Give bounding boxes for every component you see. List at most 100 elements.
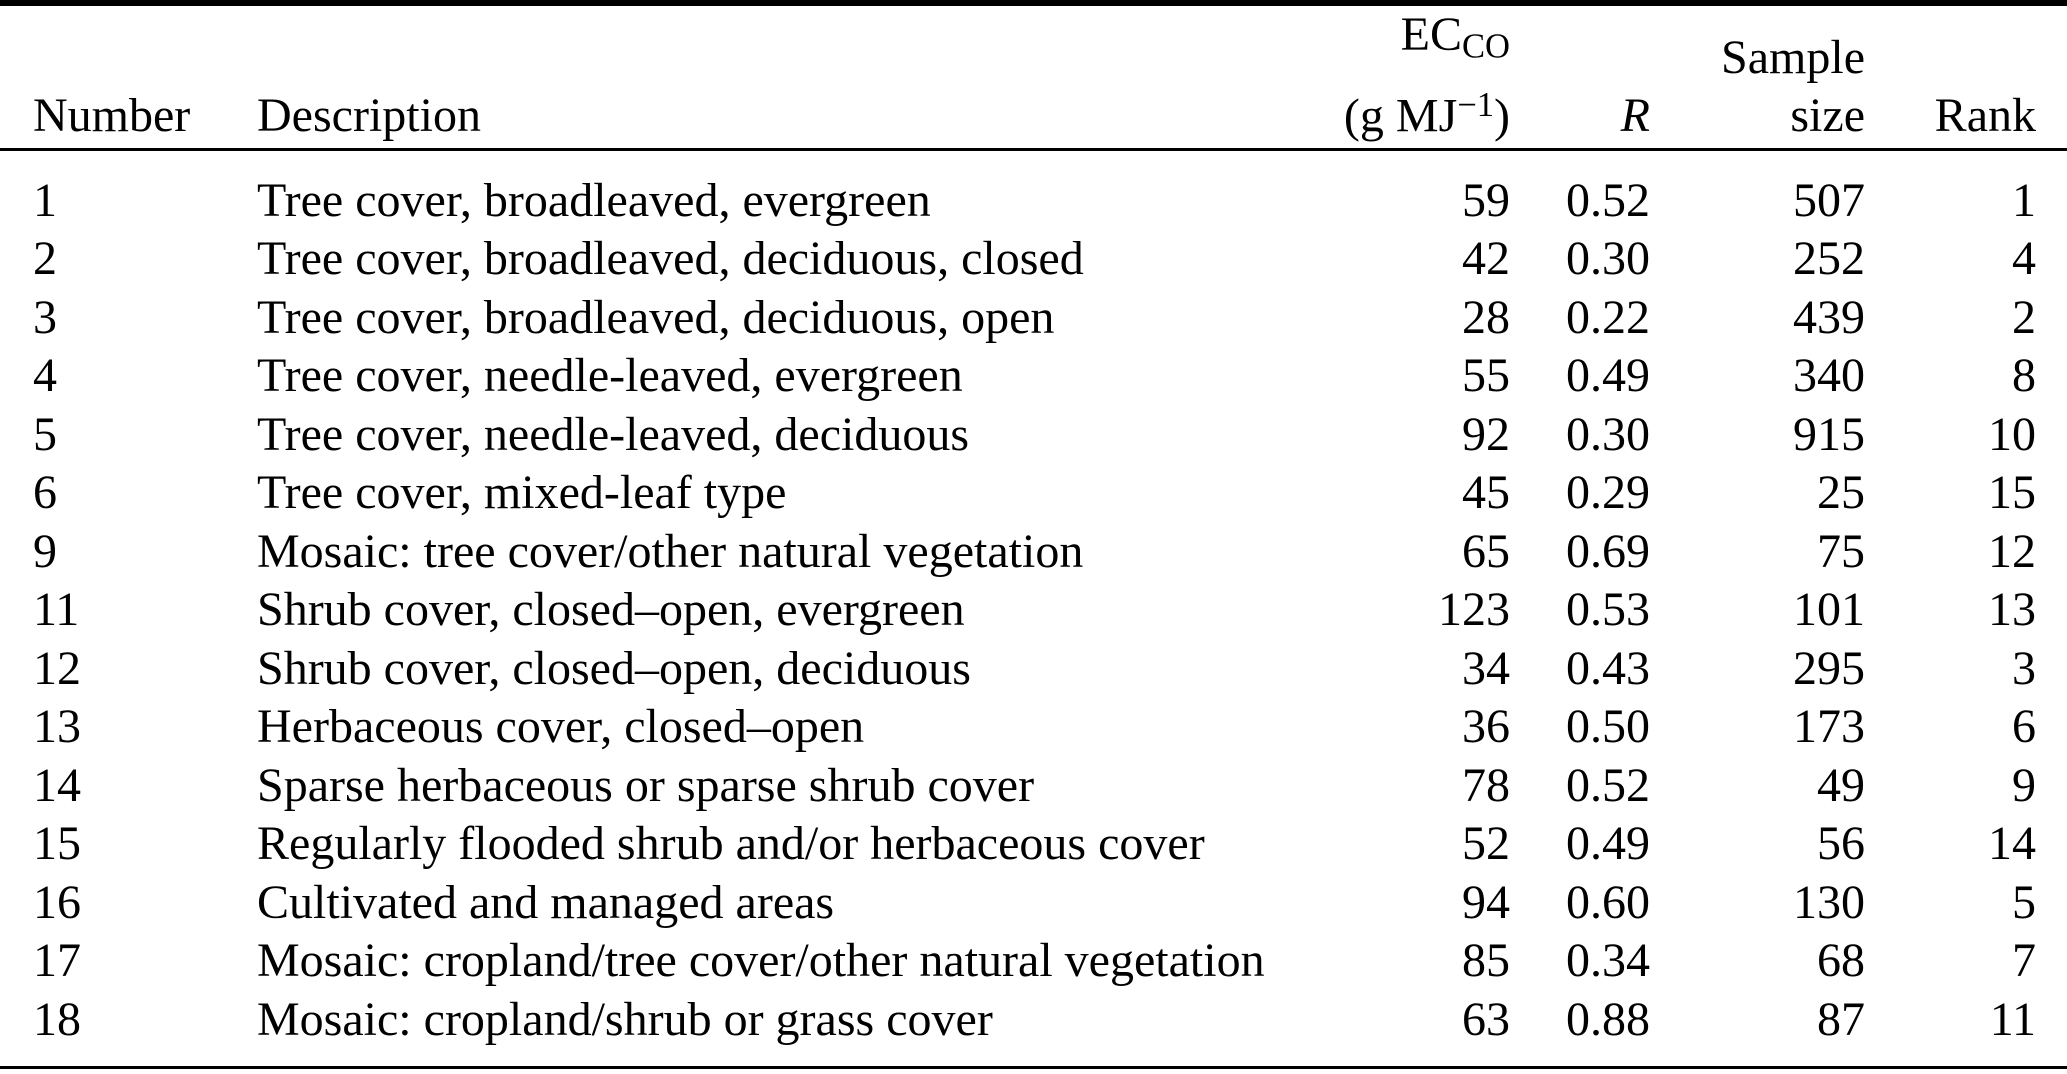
row-description-value: Tree cover, broadleaved, deciduous, clos… xyxy=(257,232,1084,286)
table-row: 15 Regularly flooded shrub and/or herbac… xyxy=(0,815,2067,874)
ec-main-text: EC xyxy=(1400,8,1462,61)
row-r-value: 0.52 xyxy=(1566,758,1650,812)
row-description-value: Mosaic: tree cover/other natural vegetat… xyxy=(257,524,1084,578)
row-ec-co-value: 92 xyxy=(1462,407,1510,461)
table-row: 11 Shrub cover, closed–open, evergreen 1… xyxy=(0,581,2067,640)
row-description-value: Herbaceous cover, closed–open xyxy=(257,700,865,754)
table-row: 18 Mosaic: cropland/shrub or grass cover… xyxy=(0,990,2067,1049)
row-number-value: 17 xyxy=(33,934,81,988)
row-number-value: 2 xyxy=(33,232,57,286)
row-ec-co-value: 55 xyxy=(1462,349,1510,403)
table-row: 9 Mosaic: tree cover/other natural veget… xyxy=(0,522,2067,581)
row-number-value: 5 xyxy=(33,407,57,461)
row-number-value: 3 xyxy=(33,290,57,344)
row-number-value: 11 xyxy=(33,583,80,637)
row-number-value: 16 xyxy=(33,875,81,929)
row-number-value: 12 xyxy=(33,641,81,695)
row-sample-size-value: 56 xyxy=(1817,817,1865,871)
row-r-value: 0.50 xyxy=(1566,700,1650,754)
row-sample-size-value: 439 xyxy=(1793,290,1865,344)
row-ec-co-value: 34 xyxy=(1462,641,1510,695)
row-rank-value: 7 xyxy=(2012,934,2036,988)
row-description-value: Tree cover, mixed-leaf type xyxy=(257,466,787,520)
row-description-value: Mosaic: cropland/shrub or grass cover xyxy=(257,992,993,1046)
table-row: 5 Tree cover, needle-leaved, deciduous 9… xyxy=(0,405,2067,464)
row-sample-size-value: 68 xyxy=(1817,934,1865,988)
table-row: 6 Tree cover, mixed-leaf type 45 0.29 25… xyxy=(0,464,2067,523)
row-description-value: Regularly flooded shrub and/or herbaceou… xyxy=(257,817,1205,871)
row-rank-value: 15 xyxy=(1988,466,2036,520)
row-ec-co-value: 36 xyxy=(1462,700,1510,754)
table-row: 3 Tree cover, broadleaved, deciduous, op… xyxy=(0,288,2067,347)
row-ec-co-value: 78 xyxy=(1462,758,1510,812)
ec-co-symbol: ECCO xyxy=(1045,6,1510,76)
unit-suffix-text: ) xyxy=(1494,89,1510,143)
row-rank-value: 14 xyxy=(1988,817,2036,871)
row-rank-value: 9 xyxy=(2012,758,2036,812)
row-number-value: 14 xyxy=(33,758,81,812)
table-header-row: Number Description ECCO (g MJ−1) R Sampl… xyxy=(0,6,2067,148)
row-r-value: 0.60 xyxy=(1566,875,1650,929)
row-number-value: 13 xyxy=(33,700,81,754)
row-number-value: 1 xyxy=(33,173,57,227)
table-row: 4 Tree cover, needle-leaved, evergreen 5… xyxy=(0,347,2067,406)
column-header-sample-size: Sample size xyxy=(1650,29,1865,145)
sample-size-top-label: Sample xyxy=(1721,31,1865,85)
row-rank-value: 3 xyxy=(2012,641,2036,695)
row-rank-value: 8 xyxy=(2012,349,2036,403)
row-rank-value: 4 xyxy=(2012,232,2036,286)
table-row: 1 Tree cover, broadleaved, evergreen 59 … xyxy=(0,171,2067,230)
column-header-rank: Rank xyxy=(1865,87,2036,145)
row-sample-size-value: 915 xyxy=(1793,407,1865,461)
row-description-value: Mosaic: cropland/tree cover/other natura… xyxy=(257,934,1265,988)
row-description-value: Cultivated and managed areas xyxy=(257,875,835,929)
row-rank-value: 5 xyxy=(2012,875,2036,929)
row-ec-co-value: 94 xyxy=(1462,875,1510,929)
row-rank-value: 11 xyxy=(1989,992,2036,1046)
row-r-value: 0.22 xyxy=(1566,290,1650,344)
row-description-value: Sparse herbaceous or sparse shrub cover xyxy=(257,758,1035,812)
row-ec-co-value: 63 xyxy=(1462,992,1510,1046)
table-row: 16 Cultivated and managed areas 94 0.60 … xyxy=(0,873,2067,932)
row-number-value: 9 xyxy=(33,524,57,578)
row-r-value: 0.69 xyxy=(1566,524,1650,578)
row-ec-co-value: 45 xyxy=(1462,466,1510,520)
column-header-number-label: Number xyxy=(33,89,191,143)
row-r-value: 0.49 xyxy=(1566,817,1650,871)
row-ec-co-value: 28 xyxy=(1462,290,1510,344)
row-number-value: 4 xyxy=(33,349,57,403)
row-sample-size-value: 87 xyxy=(1817,992,1865,1046)
column-header-r: R xyxy=(1510,87,1650,145)
row-rank-value: 13 xyxy=(1988,583,2036,637)
unit-superscript-text: −1 xyxy=(1457,85,1495,124)
row-ec-co-value: 123 xyxy=(1438,583,1510,637)
row-ec-co-value: 52 xyxy=(1462,817,1510,871)
row-description-value: Tree cover, needle-leaved, deciduous xyxy=(257,407,970,461)
row-rank-value: 12 xyxy=(1988,524,2036,578)
row-description-value: Tree cover, broadleaved, deciduous, open xyxy=(257,290,1055,344)
ec-subscript-text: CO xyxy=(1462,27,1510,66)
row-sample-size-value: 507 xyxy=(1793,173,1865,227)
row-r-value: 0.29 xyxy=(1566,466,1650,520)
row-sample-size-value: 25 xyxy=(1817,466,1865,520)
row-rank-value: 10 xyxy=(1988,407,2036,461)
row-sample-size-value: 173 xyxy=(1793,700,1865,754)
row-rank-value: 6 xyxy=(2012,700,2036,754)
row-number-value: 6 xyxy=(33,466,57,520)
unit-prefix-text: (g MJ xyxy=(1343,89,1458,143)
ec-co-unit: (g MJ−1) xyxy=(1045,76,1510,146)
sample-size-bottom-label: size xyxy=(1790,89,1865,143)
row-r-value: 0.34 xyxy=(1566,934,1650,988)
row-sample-size-value: 295 xyxy=(1793,641,1865,695)
column-header-rank-label: Rank xyxy=(1934,89,2036,143)
table-row: 17 Mosaic: cropland/tree cover/other nat… xyxy=(0,932,2067,991)
column-header-description-label: Description xyxy=(257,89,481,143)
table-body: 1 Tree cover, broadleaved, evergreen 5 9 … xyxy=(0,151,2067,1066)
table-row: 14 Sparse herbaceous or sparse shrub cov… xyxy=(0,756,2067,815)
row-sample-size-value: 75 xyxy=(1817,524,1865,578)
row-description-value: Tree cover, broadleaved, evergreen xyxy=(257,173,931,227)
row-sample-size-value: 340 xyxy=(1793,349,1865,403)
row-ec-co-value: 85 xyxy=(1462,934,1510,988)
table-row: 2 Tree cover, broadleaved, deciduous, cl… xyxy=(0,230,2067,289)
